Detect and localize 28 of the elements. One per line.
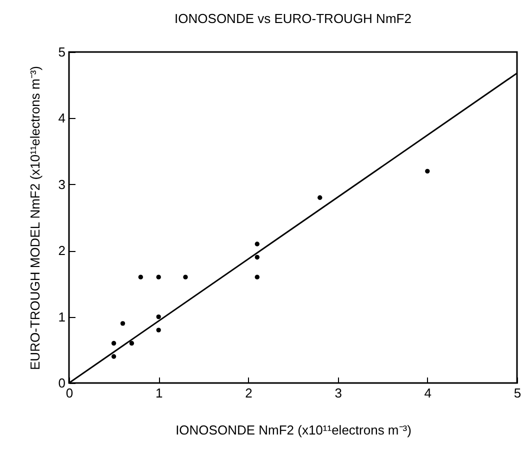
x-tick-label: 2 (245, 386, 252, 400)
point (129, 340, 134, 346)
y-axis-title: EURO-TROUGH MODEL NmF2 (x10¹¹electrons m⁻³) (27, 66, 42, 370)
chart-title: IONOSONDE vs EURO-TROUGH NmF2 (174, 11, 412, 26)
point (183, 274, 188, 280)
y-tick-label: 2 (58, 243, 66, 258)
y-tick-label: 3 (58, 176, 66, 192)
point (156, 314, 161, 320)
point (318, 195, 322, 200)
x-tick-label: 4 (424, 386, 432, 400)
point (156, 274, 161, 280)
point (254, 242, 260, 246)
x-tick-label: 3 (334, 386, 342, 400)
point (254, 254, 260, 260)
point (111, 340, 116, 346)
point (156, 328, 161, 332)
y-tick-label: 5 (58, 44, 66, 60)
point (111, 354, 116, 359)
y-tick-label: 1 (58, 309, 66, 324)
y-tick-label: 4 (58, 110, 66, 126)
x-tick-label: 1 (155, 386, 163, 400)
point (120, 321, 126, 326)
point (138, 274, 144, 280)
x-axis-title: IONOSONDE NmF2 (x10¹¹electrons m⁻³) (176, 422, 412, 438)
x-tick-label: 5 (514, 386, 522, 400)
point (425, 168, 430, 174)
y-tick-label: 0 (58, 376, 66, 390)
point (254, 274, 260, 280)
